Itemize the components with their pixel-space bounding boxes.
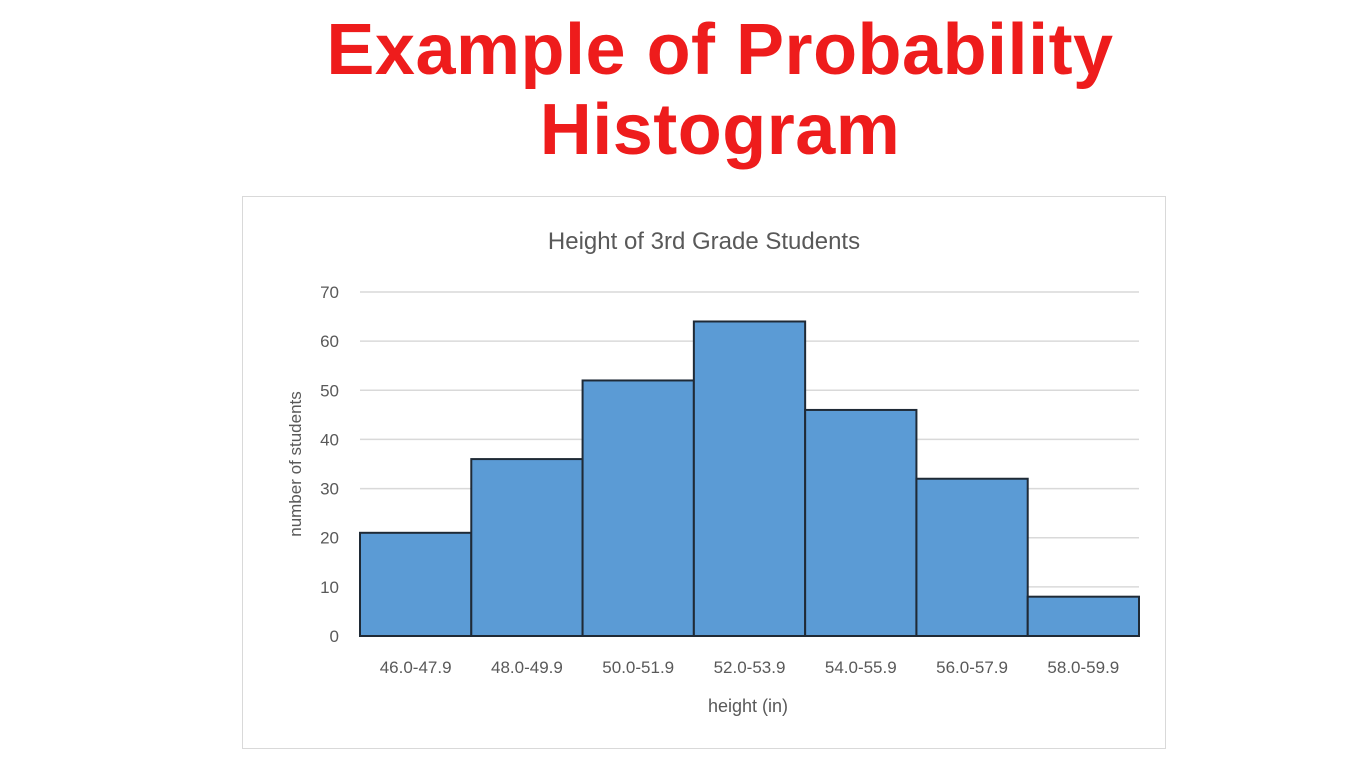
y-tick-label: 0 [330,627,339,646]
x-tick-label: 52.0-53.9 [714,658,786,677]
x-tick-label: 58.0-59.9 [1047,658,1119,677]
x-tick-label: 54.0-55.9 [825,658,897,677]
chart-title: Height of 3rd Grade Students [548,228,860,255]
x-tick-label: 48.0-49.9 [491,658,563,677]
x-tick-labels: 46.0-47.9 48.0-49.9 50.0-51.9 52.0-53.9 54.0… [380,658,1120,677]
y-tick-labels: 0 10 20 30 40 50 60 70 [320,283,339,646]
chart-frame: Height of 3rd Grade Students number of s… [242,196,1166,749]
histogram-bar [1026,595,1141,637]
y-tick-label: 20 [320,529,339,548]
y-tick-label: 60 [320,332,339,351]
bars [359,320,1141,638]
histogram-chart: Height of 3rd Grade Students number of s… [286,228,1141,716]
x-axis-label: height (in) [708,696,788,716]
y-tick-label: 30 [320,480,339,499]
histogram-bar [581,379,695,637]
headline-line-2: Histogram [539,90,901,170]
y-tick-label: 50 [320,381,339,400]
histogram-bar [359,531,473,637]
histogram-bar [915,477,1029,637]
histogram-bar [470,458,584,638]
x-tick-label: 50.0-51.9 [602,658,674,677]
y-tick-label: 10 [320,578,339,597]
y-axis-label: number of students [286,391,305,537]
histogram-bar [804,408,918,637]
headline-line-1: Example of Probability [326,10,1114,90]
y-tick-label: 70 [320,283,339,302]
x-tick-label: 56.0-57.9 [936,658,1008,677]
y-tick-label: 40 [320,430,339,449]
headline: Example of Probability Histogram [0,10,1366,170]
histogram-bar [692,320,807,637]
x-tick-label: 46.0-47.9 [380,658,452,677]
